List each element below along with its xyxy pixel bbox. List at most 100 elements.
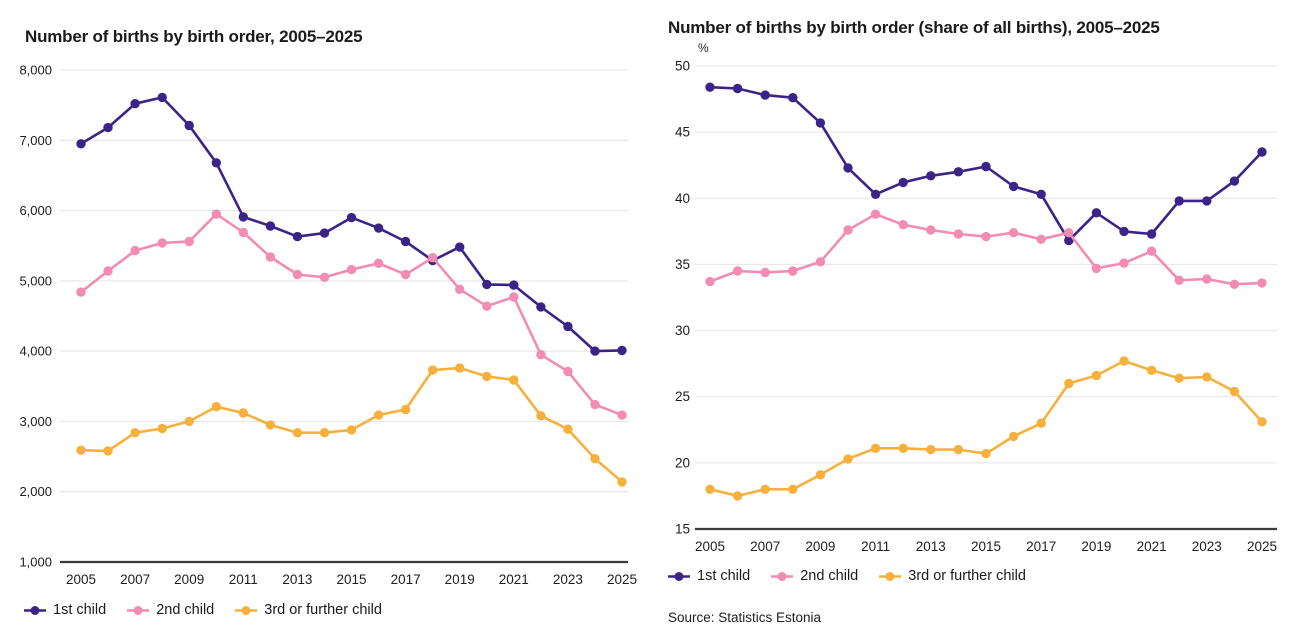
data-point — [926, 171, 936, 181]
data-point — [509, 375, 519, 385]
x-tick-label: 2025 — [1247, 539, 1277, 554]
y-tick-label: 45 — [675, 125, 690, 140]
legend-marker-icon — [879, 571, 902, 581]
data-point — [211, 209, 221, 219]
y-tick-label: 4,000 — [19, 344, 52, 359]
data-point — [1064, 378, 1074, 389]
data-point — [1202, 372, 1212, 382]
data-point — [815, 118, 826, 128]
data-point — [482, 371, 492, 382]
x-tick-label: 2019 — [1081, 539, 1111, 554]
source-note: Source: Statistics Estonia — [668, 610, 822, 625]
data-point — [898, 443, 908, 453]
x-tick-label: 2025 — [607, 572, 637, 587]
data-point — [536, 411, 546, 421]
data-point — [617, 477, 627, 487]
data-point — [1119, 356, 1129, 366]
data-point — [292, 231, 303, 242]
legend-marker-dot — [777, 571, 787, 581]
x-tick-label: 2017 — [1026, 539, 1056, 554]
series-line — [80, 96, 623, 353]
data-point — [238, 212, 248, 222]
x-tick-label: 2007 — [750, 539, 780, 554]
legend-item: 3rd or further child — [879, 568, 1026, 584]
data-point — [1036, 234, 1046, 244]
legend-item: 2nd child — [127, 602, 214, 618]
data-point — [211, 402, 221, 412]
y-tick-label: 15 — [675, 522, 690, 537]
data-point — [76, 287, 86, 297]
data-point — [898, 177, 908, 188]
data-point — [103, 446, 113, 456]
data-point — [1229, 386, 1240, 397]
data-point — [705, 82, 715, 92]
data-point — [563, 321, 573, 332]
x-tick-label: 2005 — [66, 572, 96, 587]
data-point — [1008, 431, 1019, 442]
data-point — [428, 365, 438, 375]
x-tick-label: 2021 — [499, 572, 529, 587]
line-chart-birth-counts: 1,000 2,000 3,000 4,000 5,000 6,000 7,000 8,000… — [19, 63, 637, 588]
data-point — [455, 284, 465, 294]
data-point — [373, 410, 384, 420]
data-point — [898, 220, 908, 230]
data-point — [130, 428, 140, 438]
data-point — [788, 93, 798, 103]
data-point — [1064, 228, 1074, 238]
data-point — [76, 445, 86, 455]
data-point — [590, 399, 600, 410]
data-point — [1174, 196, 1184, 206]
x-tick-label: 2021 — [1137, 539, 1167, 554]
data-point — [815, 470, 826, 480]
y-tick-label: 25 — [675, 389, 690, 404]
legend-marker-icon — [24, 605, 46, 615]
data-point — [76, 139, 86, 149]
data-point — [1119, 258, 1129, 268]
y-tick-label: 7,000 — [19, 133, 52, 148]
data-point — [1036, 189, 1046, 199]
data-point — [732, 83, 743, 94]
legend-item: 2nd child — [771, 568, 858, 584]
data-point — [760, 267, 770, 278]
data-point — [870, 189, 881, 199]
legend-marker-dot — [241, 605, 251, 615]
data-point — [103, 266, 113, 276]
data-point — [482, 301, 492, 311]
legend-label: 3rd or further child — [264, 602, 382, 618]
x-tick-label: 2015 — [971, 539, 1001, 554]
data-point — [1257, 417, 1267, 427]
data-point — [373, 258, 384, 268]
data-point — [103, 122, 113, 133]
data-point — [1091, 370, 1102, 381]
data-point — [870, 209, 881, 219]
data-point — [400, 269, 411, 280]
data-point — [1202, 274, 1212, 284]
x-tick-label: 2011 — [861, 539, 890, 554]
legend-item: 3rd or further child — [235, 602, 382, 618]
x-tick-label: 2015 — [336, 572, 366, 587]
data-point — [1174, 275, 1184, 285]
x-tick-label: 2011 — [229, 572, 258, 587]
data-point — [319, 272, 330, 282]
data-point — [238, 408, 248, 418]
data-point — [981, 161, 991, 172]
y-tick-label: 30 — [675, 323, 690, 338]
data-point — [265, 420, 276, 430]
data-point — [926, 444, 936, 455]
data-point — [732, 491, 743, 501]
data-point — [617, 410, 627, 420]
data-point — [455, 242, 465, 252]
data-point — [536, 350, 546, 360]
data-point — [981, 448, 991, 459]
data-point — [843, 454, 853, 464]
legend-label: 2nd child — [800, 568, 859, 584]
data-point — [1229, 176, 1240, 186]
y-tick-label: 35 — [675, 257, 690, 272]
data-point — [1146, 246, 1157, 256]
data-point — [184, 120, 194, 131]
data-point — [1008, 228, 1019, 238]
legend-marker-dot — [674, 571, 684, 581]
data-point — [1174, 373, 1184, 383]
data-point — [1257, 147, 1267, 157]
y-tick-label: 50 — [675, 59, 690, 74]
